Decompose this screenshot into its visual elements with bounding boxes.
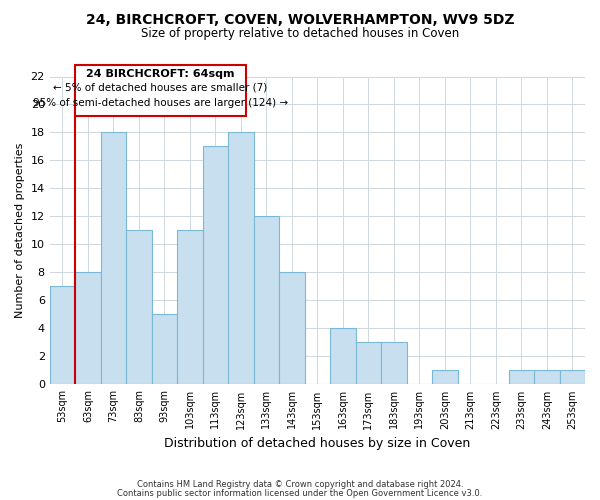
Bar [177,230,203,384]
Y-axis label: Number of detached properties: Number of detached properties [15,143,25,318]
Text: ← 5% of detached houses are smaller (7): ← 5% of detached houses are smaller (7) [53,82,268,92]
Text: Size of property relative to detached houses in Coven: Size of property relative to detached ho… [141,28,459,40]
Bar [152,314,177,384]
Bar [75,272,101,384]
Bar [279,272,305,384]
Bar [381,342,407,384]
Bar [228,132,254,384]
Bar [509,370,534,384]
Text: 24, BIRCHCROFT, COVEN, WOLVERHAMPTON, WV9 5DZ: 24, BIRCHCROFT, COVEN, WOLVERHAMPTON, WV… [86,12,514,26]
Bar [254,216,279,384]
Text: 24 BIRCHCROFT: 64sqm: 24 BIRCHCROFT: 64sqm [86,68,235,78]
Bar [203,146,228,384]
Bar [50,286,75,384]
Bar [560,370,585,384]
Bar [101,132,126,384]
Bar [534,370,560,384]
Text: Contains public sector information licensed under the Open Government Licence v3: Contains public sector information licen… [118,488,482,498]
Bar [330,328,356,384]
X-axis label: Distribution of detached houses by size in Coven: Distribution of detached houses by size … [164,437,470,450]
Text: Contains HM Land Registry data © Crown copyright and database right 2024.: Contains HM Land Registry data © Crown c… [137,480,463,489]
Bar [432,370,458,384]
Bar [126,230,152,384]
FancyBboxPatch shape [75,66,246,116]
Text: 95% of semi-detached houses are larger (124) →: 95% of semi-detached houses are larger (… [33,98,288,108]
Bar [356,342,381,384]
